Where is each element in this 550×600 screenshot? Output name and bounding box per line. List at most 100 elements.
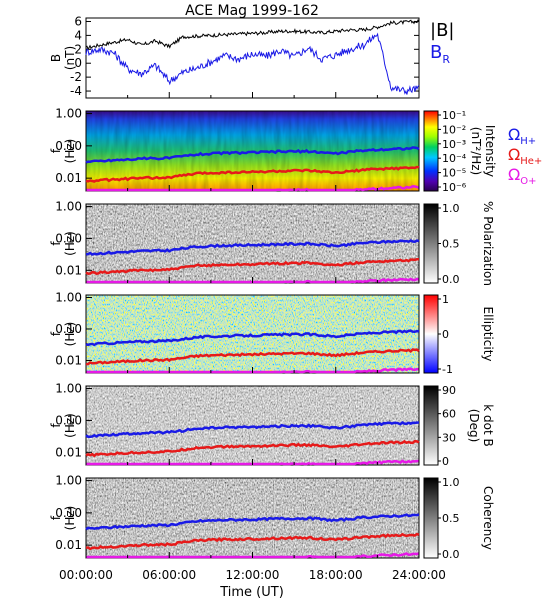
panel-k-dot-b: 1.00 0.10 0.01 f (Hz) 90 60 30 0 k dot B(Deg) <box>49 382 495 468</box>
colorbar-tick-label: 0.0 <box>442 273 460 286</box>
colorbar-label: Intensity <box>483 125 497 177</box>
f-ytick-label: 1.00 <box>55 290 82 304</box>
colorbar-tick-label: 10⁻² <box>442 123 466 136</box>
colorbar: 1.0 0.5 0.0 % Polarization <box>423 201 495 286</box>
panel-b-frame <box>85 17 420 99</box>
colorbar-label: Ellipticity <box>481 307 495 362</box>
f-ylabel-unit: (Hz) <box>63 413 77 438</box>
cyclotron-legend: ΩH+ ΩHe+ ΩO+ <box>508 125 542 187</box>
colorbar-tick-label: 10⁻⁴ <box>442 152 467 165</box>
b-ytick-label: 4 <box>74 28 82 42</box>
cyclotron-curve-he-plus <box>85 532 420 551</box>
colorbar-label: Coherency <box>481 486 495 550</box>
f-ytick-label: 1.00 <box>55 474 82 488</box>
colorbar-tick-label: 10⁻¹ <box>442 109 466 122</box>
cyclotron-curve-h-plus <box>85 146 420 164</box>
f-ytick-label: 0.10 <box>55 139 82 153</box>
legend-omega-h-main: Ω <box>508 125 520 144</box>
legend-omega-he: ΩHe+ <box>508 145 542 167</box>
b-legend: |B| BR <box>430 20 454 66</box>
b-ytick-label: 2 <box>74 42 82 56</box>
colorbar-tick-label: 10⁻³ <box>442 138 466 151</box>
f-ytick-label: 0.01 <box>55 538 82 552</box>
cyclotron-curve-he-plus <box>85 348 420 366</box>
colorbar-tick-label: 0 <box>442 328 449 341</box>
colorbar-tick-label: 1 <box>442 293 449 306</box>
colorbar-tick-label: 1.0 <box>442 202 460 215</box>
b-ytick-label: 0 <box>74 56 82 70</box>
panel-ellipticity: 1.00 0.10 0.01 f (Hz) 1 0 -1 Ellipticity <box>49 290 495 376</box>
f-ytick-label: 1.00 <box>55 200 82 214</box>
panel-coherency: 1.00 0.10 0.01 f (Hz) 1.0 0.5 0.0 Coherency <box>49 474 495 561</box>
xtick-label: 24:00:00 <box>392 568 446 582</box>
colorbar: 90 60 30 0 k dot B(Deg) <box>423 384 495 468</box>
f-ytick-label: 1.00 <box>55 107 82 121</box>
xtick-label: 00:00:00 <box>59 568 113 582</box>
f-ytick-label: 0.10 <box>55 322 82 336</box>
colorbar-gradient <box>423 110 439 192</box>
legend-b-radial-main: B <box>430 42 442 63</box>
panel-intensity: 1.00 0.10 0.01 f (Hz) 10⁻¹10⁻² 10⁻³10⁻⁴ 10⁻⁵10⁻… <box>49 107 497 194</box>
f-ytick-label: 0.01 <box>55 353 82 367</box>
colorbar: 10⁻¹10⁻² 10⁻³10⁻⁴ 10⁻⁵10⁻⁶ Intensity(nT²/Hz… <box>423 109 497 194</box>
colorbar-tick-label: 30 <box>442 431 456 444</box>
f-ylabel-unit: (Hz) <box>63 139 77 164</box>
b-ytick-label: -2 <box>70 70 82 84</box>
colorbar-tick-label: 0 <box>442 455 449 468</box>
b-ylabel: B <box>49 54 63 62</box>
cyclotron-curve-h-plus <box>85 239 420 256</box>
f-ytick-label: 0.01 <box>55 445 82 459</box>
f-ylabel-unit: (Hz) <box>63 231 77 256</box>
cyclotron-curve-he-plus <box>85 257 420 276</box>
f-ylabel: f <box>49 331 63 336</box>
b-ylabel-unit: (nT) <box>63 46 77 70</box>
colorbar-gradient <box>423 385 439 466</box>
legend-b-radial-sub: R <box>442 53 450 66</box>
b-ytick-label: -4 <box>70 84 82 98</box>
colorbar-tick-label: 90 <box>442 384 456 397</box>
colorbar-gradient <box>423 477 439 559</box>
xtick-label: 18:00:00 <box>309 568 363 582</box>
cyclotron-curve-he-plus <box>85 439 420 458</box>
colorbar-tick-label: 10⁻⁶ <box>442 181 467 194</box>
colorbar-label: % Polarization <box>481 201 495 286</box>
legend-omega-o-sub: O+ <box>520 176 536 187</box>
legend-b-magnitude: |B| <box>430 20 454 41</box>
colorbar-tick-label: -1 <box>442 363 453 376</box>
series-line-b-magnitude <box>85 19 420 51</box>
f-ytick-label: 0.10 <box>55 413 82 427</box>
colorbar-gradient <box>423 203 439 284</box>
legend-omega-he-sub: He+ <box>520 156 542 167</box>
legend-omega-h-sub: H+ <box>520 136 536 147</box>
cyclotron-curve-he-plus <box>85 165 420 183</box>
f-ylabel: f <box>49 241 63 246</box>
f-ytick-label: 0.01 <box>55 171 82 185</box>
legend-omega-o-main: Ω <box>508 165 520 184</box>
x-axis-label: Time (UT) <box>219 585 284 600</box>
legend-omega-h: ΩH+ <box>508 125 536 147</box>
colorbar: 1.0 0.5 0.0 Coherency <box>423 476 495 561</box>
f-ytick-label: 0.10 <box>55 506 82 520</box>
legend-b-radial: BR <box>430 42 450 66</box>
colorbar-tick-label: 0.0 <box>442 548 460 561</box>
colorbar-tick-label: 1.0 <box>442 476 460 489</box>
colorbar-tick-label: 10⁻⁵ <box>442 167 466 180</box>
f-ylabel: f <box>49 423 63 428</box>
colorbar-unit: (Deg) <box>467 409 481 443</box>
colorbar-label: k dot B <box>481 404 495 446</box>
f-ytick-label: 0.01 <box>55 263 82 277</box>
f-ylabel-unit: (Hz) <box>63 506 77 531</box>
colorbar: 1 0 -1 Ellipticity <box>423 293 495 376</box>
b-ytick-label: 6 <box>74 14 82 28</box>
cyclotron-curve-h-plus <box>85 513 420 531</box>
colorbar-tick-label: 0.5 <box>442 238 460 251</box>
xtick-label: 06:00:00 <box>142 568 196 582</box>
legend-omega-he-main: Ω <box>508 145 520 164</box>
f-ylabel: f <box>49 148 63 153</box>
colorbar-gradient <box>423 294 439 374</box>
colorbar-tick-label: 0.5 <box>442 512 460 525</box>
f-ylabel: f <box>49 515 63 520</box>
cyclotron-curve-h-plus <box>85 329 420 347</box>
